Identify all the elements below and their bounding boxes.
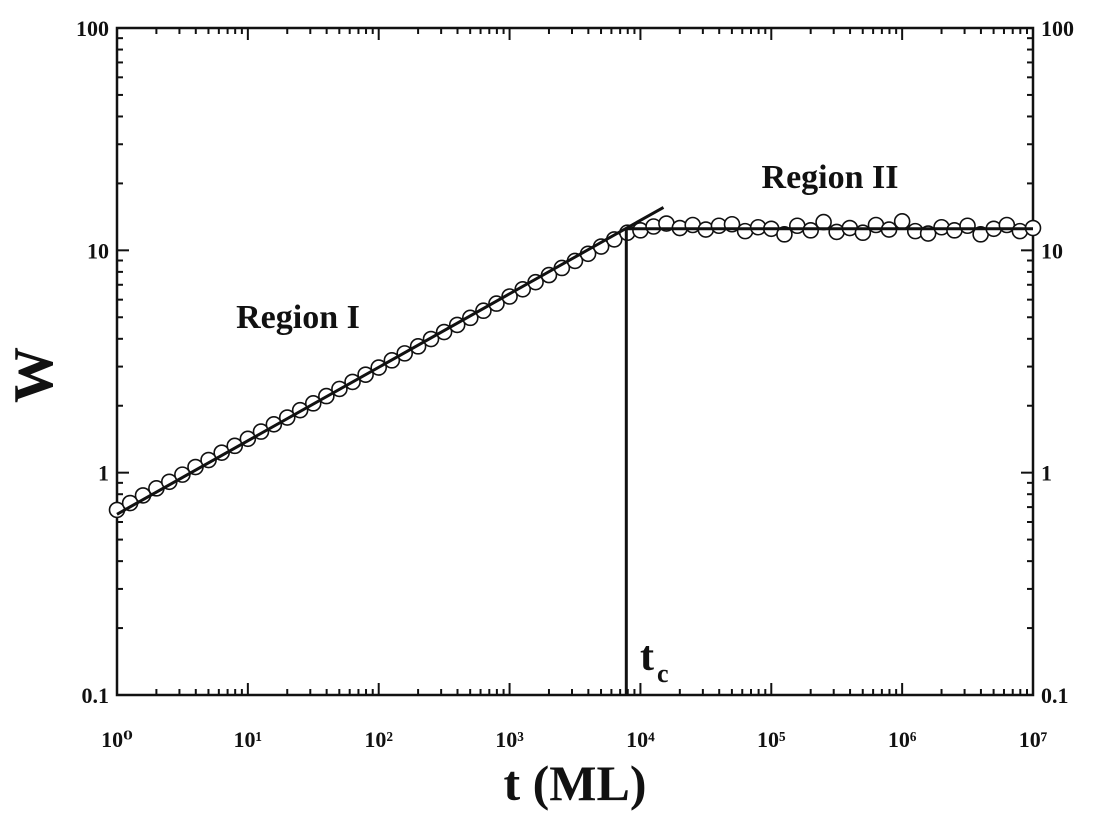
y2-tick-label: 1 [1041,461,1052,486]
x-tick-label: 10¹ [234,727,263,752]
data-point [893,213,911,230]
y2-tick-label: 10 [1041,238,1063,263]
x-tick-label: 10² [364,727,393,752]
y-tick-label: 10 [87,238,109,263]
y-tick-label: 0.1 [82,683,110,708]
y-tick-label: 100 [76,16,109,41]
y2-tick-label: 100 [1041,16,1074,41]
y2-tick-label: 0.1 [1041,683,1069,708]
data-point [776,226,793,243]
data-point [802,222,819,239]
x-tick-label: 10⁷ [1019,727,1048,752]
x-axis-label: t (ML) [504,755,647,811]
y-axis-label: W [3,347,65,403]
x-tick-label: 10³ [495,727,524,752]
y-tick-label: 1 [98,461,109,486]
annotation: Region I [236,299,360,336]
annotation: c [657,659,669,688]
x-tick-label: 10⁰ [101,727,133,752]
annotation: t [640,634,654,680]
data-point [959,217,976,235]
plot-frame [115,26,1035,697]
x-tick-label: 10⁵ [757,727,786,752]
x-tick-label: 10⁴ [626,727,655,752]
annotation: Region II [762,159,899,196]
x-tick-label: 10⁶ [888,727,917,752]
fit-line [116,206,665,516]
